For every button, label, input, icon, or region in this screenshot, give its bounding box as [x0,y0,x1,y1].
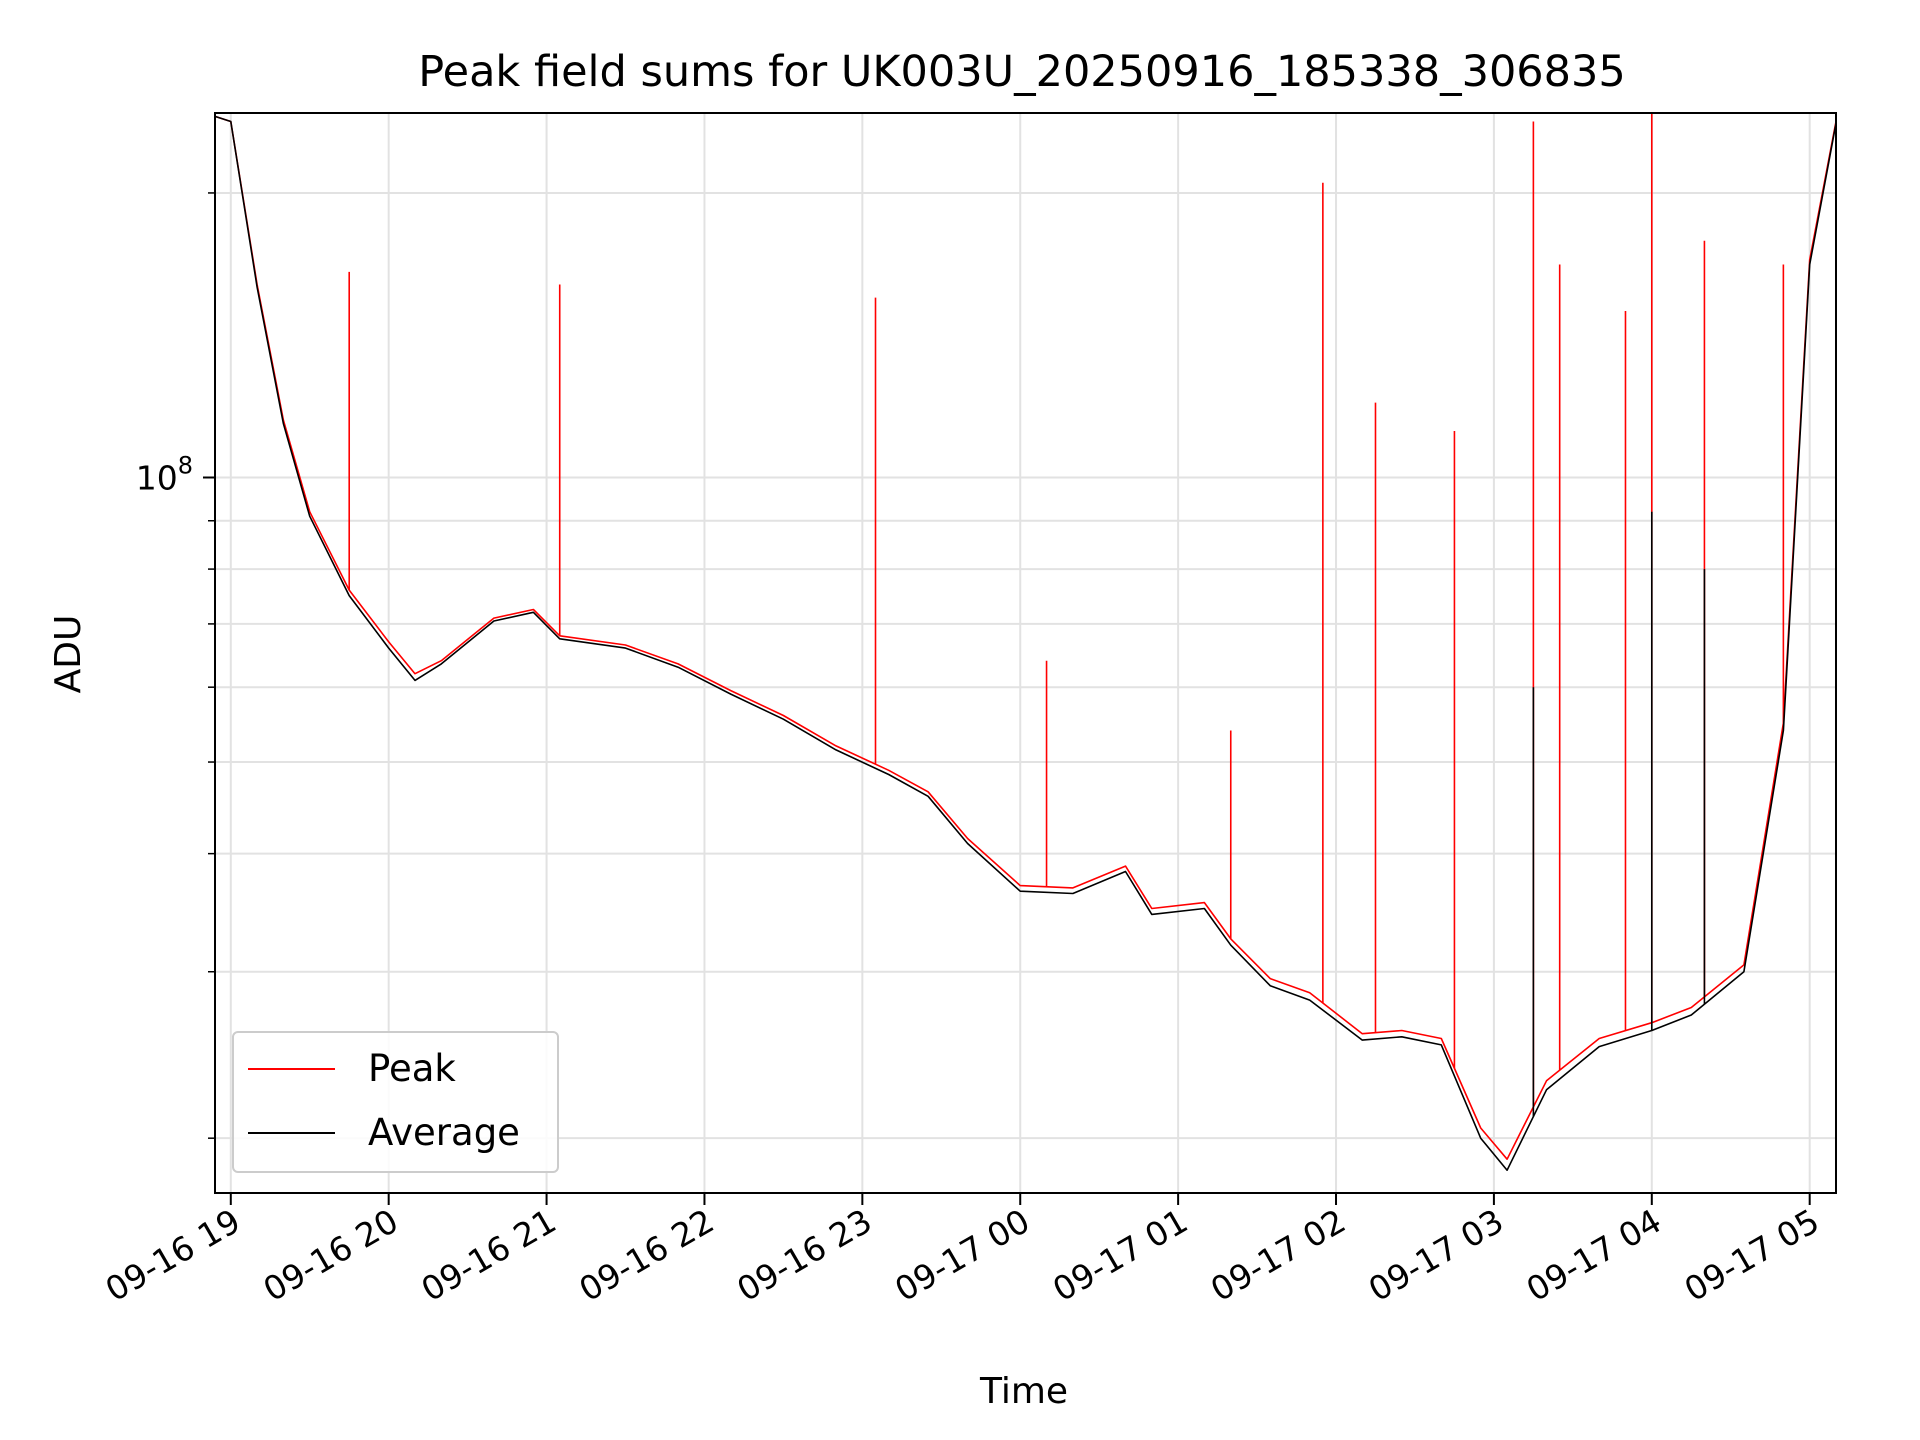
legend-average-label: Average [368,1111,520,1154]
series-average [214,115,1837,1171]
legend-box [232,1031,559,1173]
y-axis-label: ADU [48,615,89,694]
series-peak [214,113,1837,1160]
legend: Peak Average [232,1031,559,1173]
x-axis-label: Time [979,1371,1068,1412]
series-layer [214,113,1837,1171]
average-line [214,115,1837,1171]
peak-line [214,115,1837,1160]
legend-peak-label: Peak [368,1047,456,1090]
chart-title: Peak field sums for UK003U_20250916_1853… [418,47,1626,97]
plot-frame [214,112,1837,1194]
